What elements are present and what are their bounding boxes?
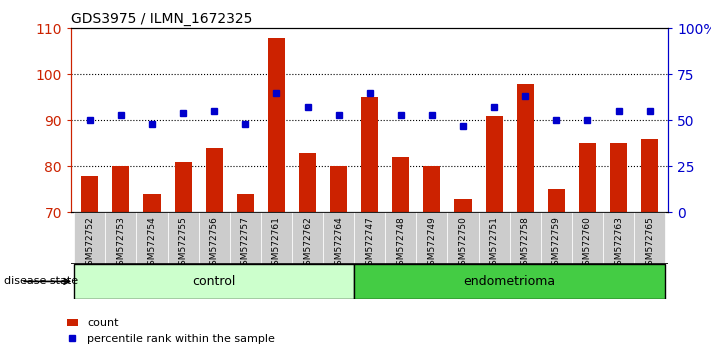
Bar: [579, 143, 596, 212]
Bar: [198, 212, 230, 264]
Text: GSM572748: GSM572748: [396, 217, 405, 271]
Bar: [634, 212, 665, 264]
Bar: [610, 143, 627, 212]
Text: GSM572764: GSM572764: [334, 217, 343, 271]
Bar: [423, 166, 441, 212]
Bar: [81, 176, 98, 212]
Bar: [330, 166, 347, 212]
Bar: [268, 38, 285, 212]
Text: endometrioma: endometrioma: [464, 275, 556, 288]
Legend: count, percentile rank within the sample: count, percentile rank within the sample: [63, 314, 279, 348]
Text: GSM572754: GSM572754: [147, 217, 156, 271]
Text: control: control: [193, 275, 236, 288]
Bar: [112, 166, 129, 212]
Bar: [572, 212, 603, 264]
Text: GSM572747: GSM572747: [365, 217, 374, 271]
Text: GSM572751: GSM572751: [490, 217, 498, 272]
Text: GSM572756: GSM572756: [210, 217, 219, 272]
Bar: [486, 116, 503, 212]
Text: GSM572761: GSM572761: [272, 217, 281, 272]
Bar: [230, 212, 261, 264]
Bar: [299, 153, 316, 212]
Text: GSM572757: GSM572757: [241, 217, 250, 272]
Bar: [454, 199, 471, 212]
Text: GSM572749: GSM572749: [427, 217, 437, 271]
Bar: [105, 212, 137, 264]
Bar: [205, 148, 223, 212]
Text: GSM572762: GSM572762: [303, 217, 312, 271]
Text: GSM572752: GSM572752: [85, 217, 95, 271]
Text: GSM572759: GSM572759: [552, 217, 561, 272]
Bar: [541, 212, 572, 264]
Text: GSM572750: GSM572750: [459, 217, 468, 272]
Bar: [479, 212, 510, 264]
Bar: [74, 264, 354, 299]
Bar: [144, 194, 161, 212]
Bar: [237, 194, 254, 212]
Bar: [174, 162, 192, 212]
Text: GSM572758: GSM572758: [520, 217, 530, 272]
Bar: [137, 212, 168, 264]
Bar: [510, 212, 541, 264]
Bar: [292, 212, 323, 264]
Bar: [392, 157, 410, 212]
Bar: [603, 212, 634, 264]
Text: GSM572760: GSM572760: [583, 217, 592, 272]
Text: GSM572765: GSM572765: [645, 217, 654, 272]
Bar: [361, 97, 378, 212]
Bar: [354, 212, 385, 264]
Bar: [385, 212, 417, 264]
Bar: [447, 212, 479, 264]
Bar: [261, 212, 292, 264]
Text: GSM572763: GSM572763: [614, 217, 623, 272]
Text: GDS3975 / ILMN_1672325: GDS3975 / ILMN_1672325: [71, 12, 252, 26]
Text: GSM572755: GSM572755: [178, 217, 188, 272]
Bar: [517, 84, 534, 212]
Bar: [74, 212, 105, 264]
Text: disease state: disease state: [4, 276, 77, 286]
Bar: [323, 212, 354, 264]
Text: GSM572753: GSM572753: [117, 217, 125, 272]
Bar: [641, 139, 658, 212]
Bar: [354, 264, 665, 299]
Bar: [168, 212, 198, 264]
Bar: [417, 212, 447, 264]
Bar: [547, 189, 565, 212]
